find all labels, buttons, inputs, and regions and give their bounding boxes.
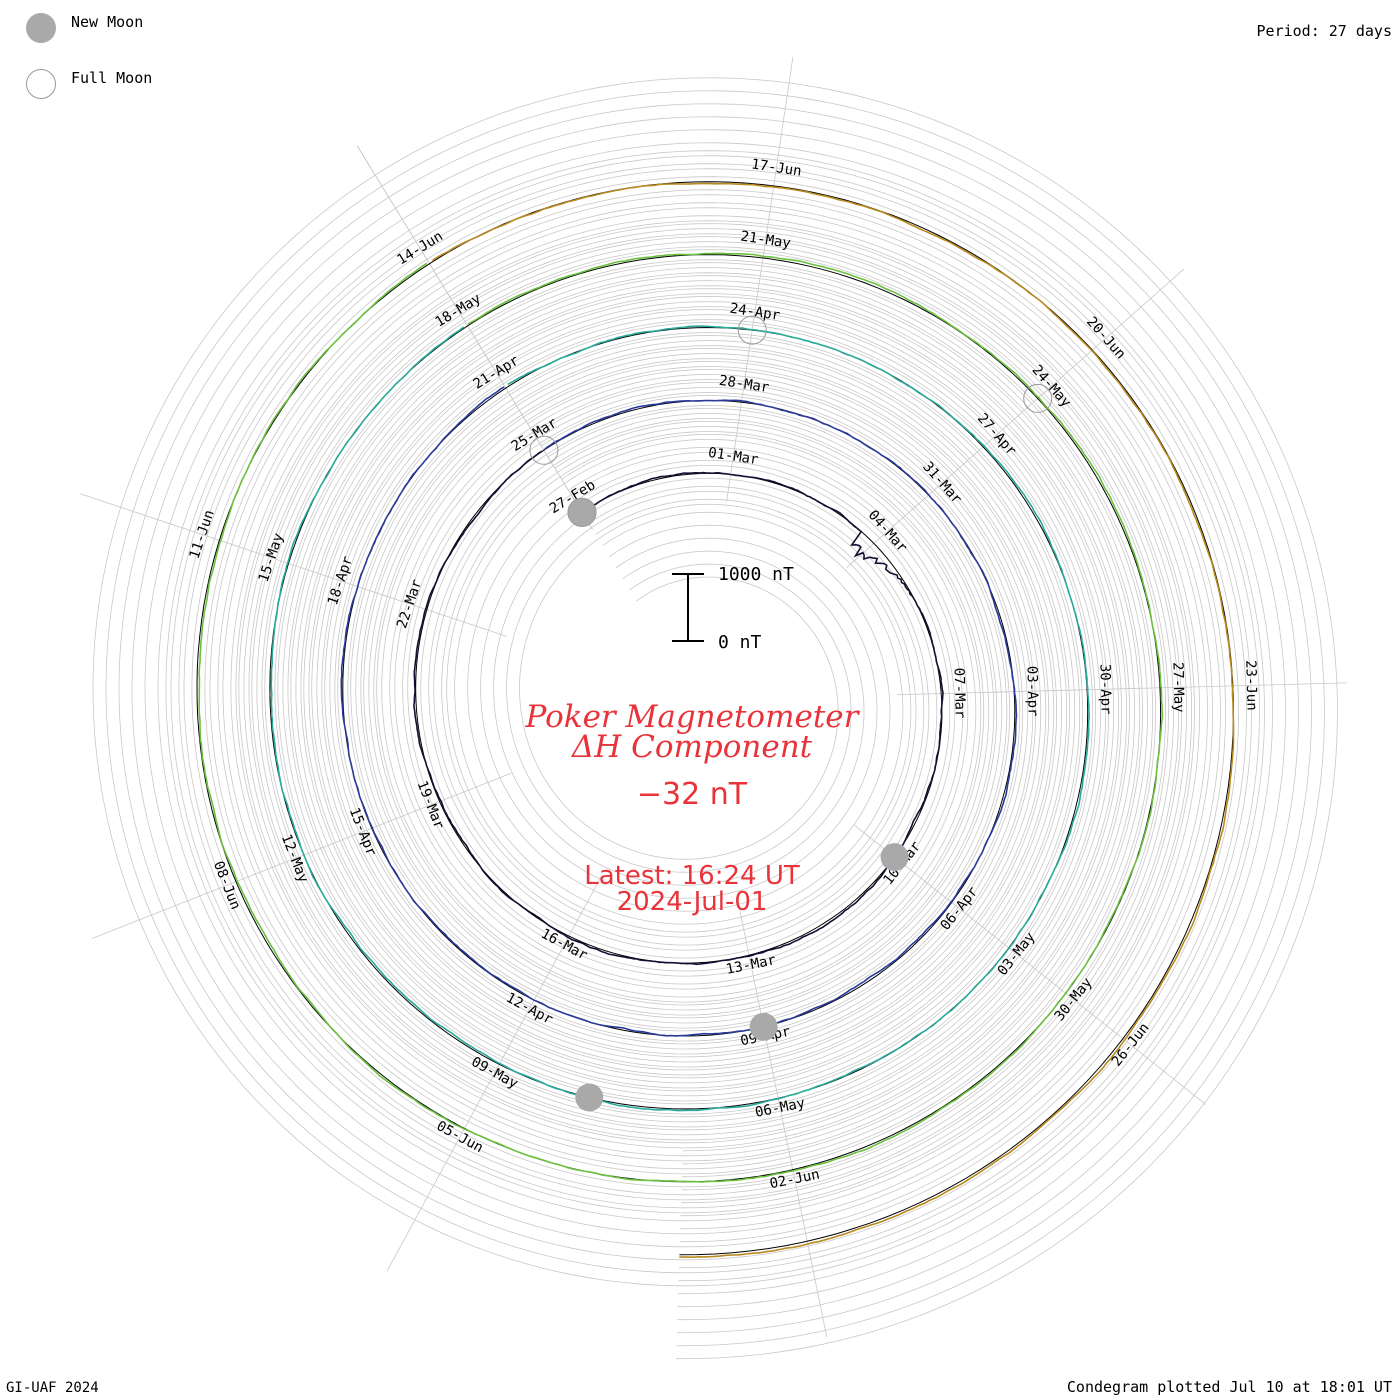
current-value: −32 nT <box>637 777 748 812</box>
grid-ring <box>261 246 1169 1191</box>
date-label: 03-Apr <box>1023 666 1040 717</box>
trace-rotation-3 <box>270 325 1091 1112</box>
full-moon-marker <box>567 497 597 527</box>
grid-ring <box>131 116 1299 1321</box>
grid-ring <box>287 272 1143 1165</box>
chart-title-line2: ΔH Component <box>571 729 813 765</box>
plotted-timestamp: Condegram plotted Jul 10 at 18:01 UT <box>1066 1378 1392 1396</box>
full-moon-marker <box>737 315 767 345</box>
date-label: 28-Mar <box>718 373 770 396</box>
latest-time: Latest: 16:24 UT <box>584 861 800 891</box>
scale-bar-top-label: 1000 nT <box>718 564 794 585</box>
grid-spoke <box>80 493 508 637</box>
full-moon-marker <box>529 435 559 465</box>
date-label: 11-Jun <box>187 508 218 561</box>
date-label: 05-Jun <box>434 1118 486 1156</box>
grid-ring <box>157 142 1273 1295</box>
date-label: 24-Apr <box>729 301 781 324</box>
grid-spoke <box>386 875 602 1272</box>
date-label: 16-Mar <box>538 926 590 964</box>
legend-full-moon: Full Moon <box>26 69 152 99</box>
date-label: 18-May <box>432 291 483 331</box>
new-moon-marker <box>575 1083 604 1112</box>
date-label: 25-Mar <box>509 415 560 455</box>
grid-ring <box>235 220 1195 1217</box>
date-label: 09-May <box>468 1054 520 1092</box>
grid-spoke <box>726 57 794 503</box>
chart-title-line1: Poker Magnetometer <box>525 699 861 735</box>
date-label: 17-Jun <box>750 156 802 179</box>
legend-full-moon-label: Full Moon <box>71 69 153 87</box>
credit-label: GI-UAF 2024 <box>6 1380 99 1396</box>
grid-rings <box>92 77 1338 1360</box>
date-label: 23-Jun <box>1242 660 1259 711</box>
grid-spoke <box>896 682 1347 696</box>
grid-ring <box>144 129 1286 1308</box>
grid-ring <box>92 77 1338 1360</box>
trace-rotation-4 <box>198 252 1164 1183</box>
legend-new-moon: New Moon <box>26 13 143 43</box>
latest-date: 2024-Jul-01 <box>617 887 768 917</box>
grid-ring <box>170 155 1260 1282</box>
grid-spoke <box>356 145 593 530</box>
scale-bar: 1000 nT 0 nT <box>672 564 794 653</box>
date-label: 20-Jun <box>1083 314 1128 362</box>
new-moon-icon <box>26 13 56 43</box>
grid-ring <box>183 168 1247 1269</box>
date-label: 21-May <box>739 228 791 251</box>
grid-ring <box>105 90 1325 1347</box>
date-label: 02-Jun <box>768 1167 821 1193</box>
legend-new-moon-label: New Moon <box>71 13 144 31</box>
date-label: 06-May <box>754 1095 807 1121</box>
grid-spoke <box>846 268 1184 568</box>
scale-bar-bottom-label: 0 nT <box>718 632 762 653</box>
grid-spoke <box>736 895 828 1338</box>
data-traces <box>198 182 1235 1259</box>
new-moon-marker <box>749 1012 778 1041</box>
grid-ring <box>118 103 1312 1334</box>
moon-phase-markers <box>529 315 1053 1112</box>
grid-spokes <box>80 57 1347 1338</box>
date-label: 27-May <box>1169 662 1186 713</box>
trace-rotation-1 <box>413 450 944 966</box>
grid-spoke <box>853 824 1207 1105</box>
date-label: 30-Apr <box>1096 664 1113 715</box>
date-label: 21-Apr <box>471 353 522 393</box>
date-label: 01-Mar <box>707 445 759 468</box>
full-moon-marker <box>1023 383 1053 413</box>
grid-ring <box>222 207 1208 1230</box>
period-label: Period: 27 days <box>1256 22 1392 40</box>
trace-rotation-2 <box>340 386 1018 1037</box>
grid-ring <box>248 233 1182 1204</box>
new-moon-marker <box>880 843 909 872</box>
date-label: 13-Mar <box>725 952 778 978</box>
date-label: 12-Apr <box>503 990 555 1028</box>
trace-rotation-5 <box>431 182 1235 1259</box>
date-label: 07-Mar <box>951 668 968 719</box>
grid-ring <box>300 285 1130 1152</box>
date-label: 14-Jun <box>394 228 445 268</box>
grid-ring <box>274 259 1156 1178</box>
grid-ring <box>209 194 1221 1243</box>
new-moon-marker <box>568 498 596 527</box>
full-moon-icon <box>26 69 56 99</box>
